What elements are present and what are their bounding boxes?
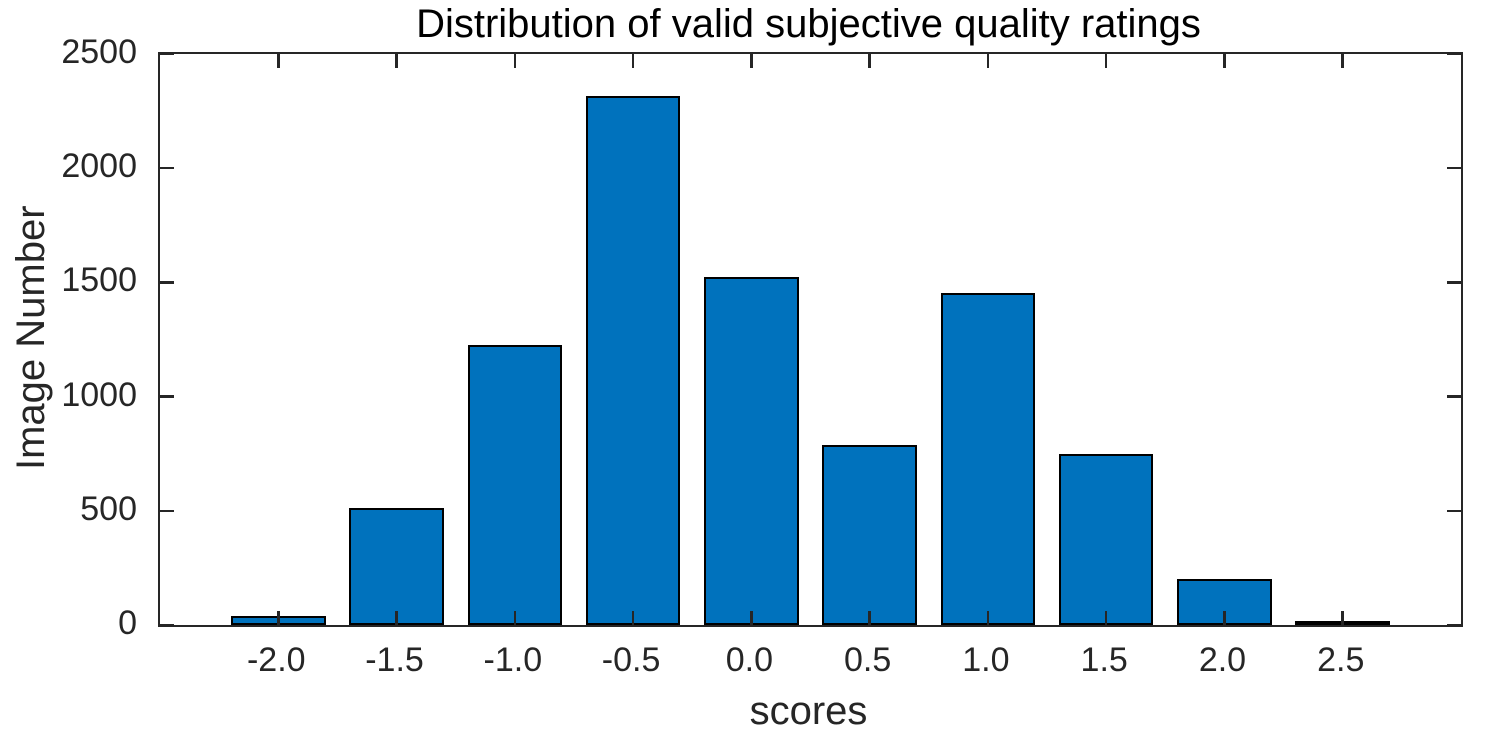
x-tick-bottom [750, 611, 753, 625]
y-tick-left [160, 623, 174, 627]
x-tick-label: -1.5 [365, 641, 424, 679]
x-tick-bottom [1223, 611, 1226, 625]
y-axis-label: Image Number [9, 205, 53, 470]
x-tick-bottom [1341, 611, 1344, 625]
x-tick-label: -0.5 [601, 641, 661, 679]
y-tick-right [1447, 281, 1461, 284]
y-tick-left [160, 52, 174, 56]
x-tick-label: 2.5 [1317, 641, 1365, 679]
y-tick-left [160, 395, 174, 398]
y-tick-left [160, 509, 174, 513]
x-tick-label: 0.0 [725, 641, 773, 679]
bar--0.5 [585, 96, 681, 625]
x-tick-label: 1.0 [962, 641, 1010, 679]
y-tick-right [1447, 166, 1461, 170]
bar-1.0 [940, 293, 1036, 625]
x-tick-top [513, 54, 517, 68]
y-tick-left [160, 281, 174, 284]
x-tick-bottom [868, 611, 871, 625]
x-tick-top [395, 54, 398, 68]
y-tick-right [1447, 623, 1461, 627]
x-tick-bottom [986, 611, 990, 625]
x-tick-top [1223, 54, 1226, 68]
x-axis-label: scores [749, 689, 868, 733]
y-tick-right [1447, 395, 1461, 398]
y-tick-label: 0 [118, 604, 137, 642]
x-tick-bottom [1104, 611, 1108, 625]
chart-title: Distribution of valid subjective quality… [416, 2, 1201, 46]
x-tick-label: -2.0 [246, 641, 306, 679]
y-tick-right [1447, 52, 1461, 56]
x-tick-top [631, 54, 635, 68]
x-tick-top [986, 54, 990, 68]
bar-0.5 [822, 444, 917, 625]
x-tick-top [1341, 54, 1344, 68]
y-tick-right [1447, 509, 1461, 513]
bar-0.0 [704, 276, 799, 625]
plot-area [158, 52, 1463, 627]
x-tick-label: 1.5 [1080, 641, 1128, 679]
x-tick-top [868, 54, 871, 68]
x-tick-label: 2.0 [1198, 641, 1247, 679]
x-tick-bottom [395, 611, 398, 625]
x-tick-top [750, 54, 753, 68]
x-tick-top [1104, 54, 1108, 68]
bar-1.5 [1058, 453, 1154, 625]
y-tick-label: 2500 [61, 33, 137, 71]
x-tick-bottom [513, 611, 517, 625]
y-tick-label: 500 [80, 489, 137, 528]
x-tick-label: 0.5 [843, 641, 892, 679]
bar--1.5 [349, 508, 444, 625]
y-tick-label: 2000 [61, 147, 137, 186]
bar--1.0 [467, 344, 563, 625]
x-tick-bottom [277, 611, 280, 625]
x-tick-label: -1.0 [483, 641, 543, 679]
x-tick-bottom [631, 611, 635, 625]
x-tick-top [277, 54, 280, 68]
y-tick-left [160, 166, 174, 170]
y-tick-label: 1000 [61, 375, 137, 414]
y-tick-label: 1500 [61, 261, 137, 300]
